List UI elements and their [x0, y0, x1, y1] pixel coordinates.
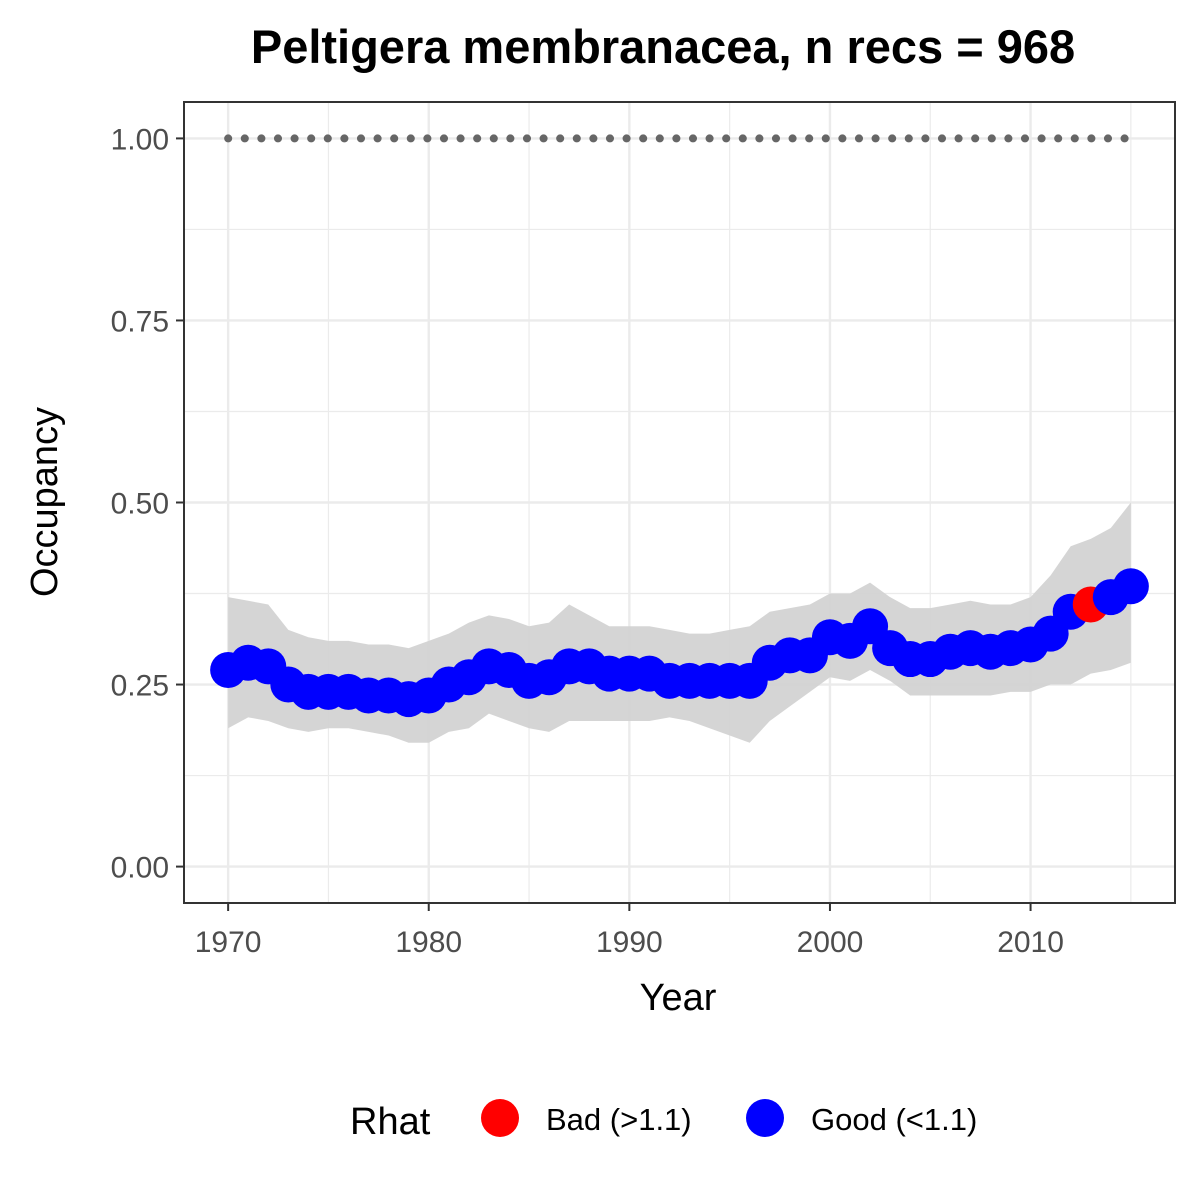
y-tick-label: 0.25	[111, 670, 169, 703]
legend-title: Rhat	[350, 1101, 431, 1143]
x-tick-label: 1990	[596, 926, 663, 959]
x-tick-label: 1980	[395, 926, 462, 959]
occupancy-point-good	[1112, 568, 1149, 605]
y-axis: 0.00 0.25 0.50 0.75 1.00	[111, 123, 184, 885]
y-axis-title: Occupancy	[24, 407, 66, 597]
legend-label-bad: Bad (>1.1)	[546, 1102, 692, 1137]
x-tick-label: 2010	[997, 926, 1064, 959]
x-tick-label: 1970	[195, 926, 262, 959]
legend-label-good: Good (<1.1)	[811, 1102, 977, 1137]
legend: Rhat Bad (>1.1) Good (<1.1)	[350, 1099, 977, 1143]
x-axis-title: Year	[640, 977, 717, 1019]
chart-title: Peltigera membranacea, n recs = 968	[251, 20, 1075, 73]
legend-key-good	[746, 1099, 784, 1137]
occupancy-points-group	[210, 568, 1149, 718]
y-tick-label: 0.00	[111, 852, 169, 885]
x-tick-label: 2000	[797, 926, 864, 959]
y-tick-label: 0.50	[111, 488, 169, 521]
y-tick-label: 1.00	[111, 123, 169, 156]
x-axis: 1970 1980 1990 2000 2010	[195, 903, 1064, 959]
y-tick-label: 0.75	[111, 305, 169, 338]
legend-key-bad	[481, 1099, 519, 1137]
